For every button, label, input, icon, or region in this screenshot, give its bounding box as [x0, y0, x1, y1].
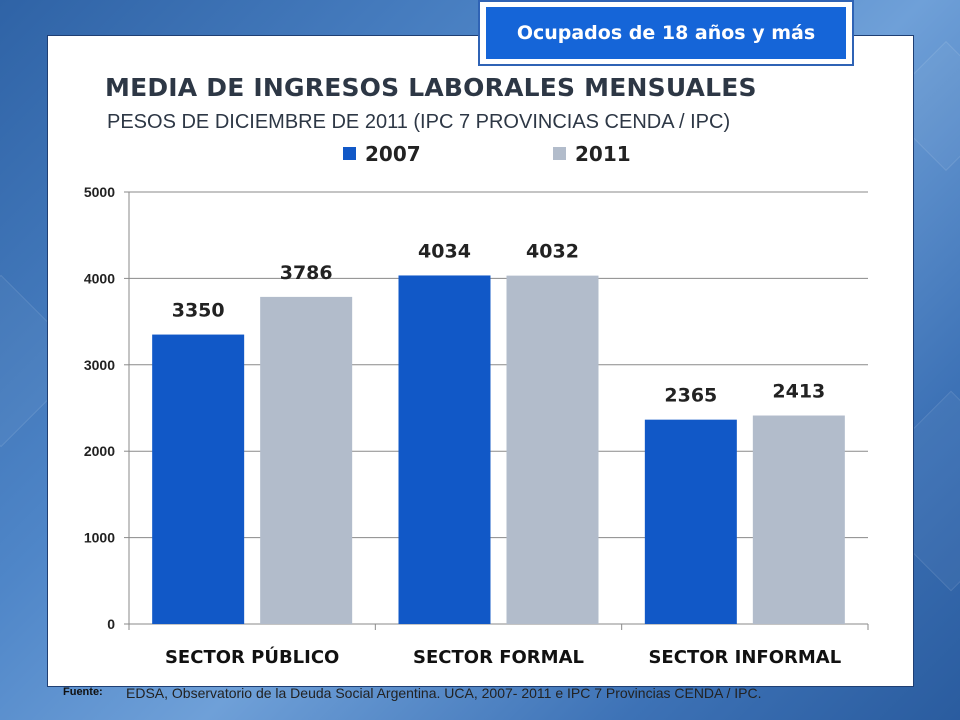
bar-2007 [644, 419, 737, 624]
bar-2011 [260, 296, 353, 624]
y-tick-label: 3000 [84, 357, 115, 373]
legend-swatch-2011 [553, 147, 566, 160]
data-label: 2365 [664, 385, 717, 407]
y-tick-label: 0 [107, 616, 115, 632]
y-tick-label: 5000 [84, 184, 115, 200]
bar-2011 [506, 275, 599, 624]
data-label: 2413 [772, 381, 825, 403]
source-text: EDSA, Observatorio de la Deuda Social Ar… [126, 685, 762, 701]
x-tick-label: SECTOR FORMAL [413, 647, 584, 668]
bar-2011 [752, 415, 845, 624]
chart-subtitle: PESOS DE DICIEMBRE DE 2011 (IPC 7 PROVIN… [107, 111, 731, 133]
legend-swatch-2007 [343, 147, 356, 160]
x-tick-label: SECTOR PÚBLICO [165, 646, 339, 668]
data-label: 4034 [418, 240, 471, 262]
chart-title: MEDIA DE INGRESOS LABORALES MENSUALES [105, 73, 757, 102]
legend-label-2007: 2007 [365, 142, 421, 166]
legend-label-2011: 2011 [575, 142, 631, 166]
x-tick-label: SECTOR INFORMAL [648, 647, 841, 668]
data-label: 4032 [526, 241, 579, 263]
data-label: 3786 [280, 262, 333, 284]
data-label: 3350 [172, 300, 225, 322]
y-tick-label: 2000 [84, 443, 115, 459]
population-badge: Ocupados de 18 años y más [478, 0, 854, 66]
bar-2007 [398, 275, 491, 624]
badge-label: Ocupados de 18 años y más [486, 7, 846, 59]
source-label: Fuente: [63, 686, 103, 698]
bar-2007 [152, 334, 245, 624]
y-tick-label: 1000 [84, 530, 115, 546]
y-tick-label: 4000 [84, 270, 115, 286]
